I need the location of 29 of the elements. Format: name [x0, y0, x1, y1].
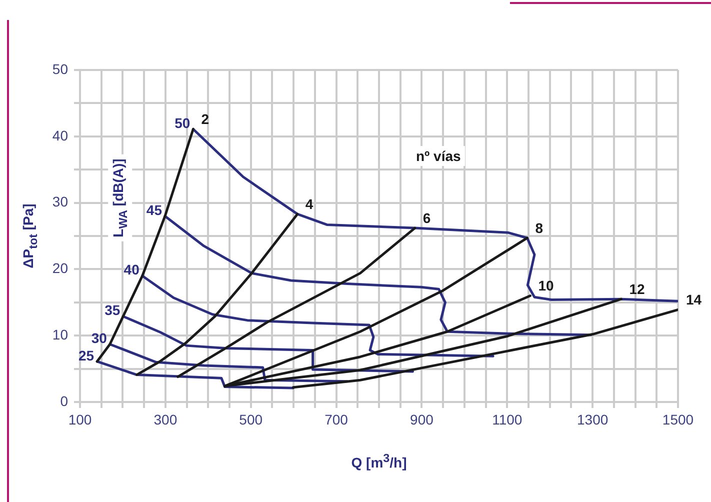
series-label: 30	[91, 330, 108, 346]
x-tick-label: 1500	[662, 411, 694, 428]
series-label: 14	[686, 292, 702, 308]
series-label: 50	[174, 114, 190, 131]
annotation: nº vías	[412, 146, 465, 166]
y-tick-label: 30	[52, 194, 68, 210]
y-tick-label: 40	[52, 127, 68, 144]
y-tick-label: 50	[52, 60, 68, 77]
x-tick-label: 1300	[576, 411, 608, 428]
series-label: 12	[629, 280, 645, 297]
x-tick-label: 700	[324, 411, 348, 428]
series-label: 6	[422, 210, 431, 226]
series-label: 10	[538, 278, 554, 294]
y-tick-label: 20	[52, 260, 68, 276]
x-tick-label: 300	[154, 411, 178, 428]
series-label: 35	[104, 302, 120, 318]
series-label: 4	[305, 196, 314, 212]
x-tick-label: 500	[239, 411, 263, 428]
series-label: 45	[146, 202, 162, 218]
series-label: 2	[201, 110, 210, 127]
y-tick-label: 10	[52, 326, 68, 342]
x-tick-label: 1100	[492, 411, 522, 428]
series-label: 40	[124, 262, 140, 278]
x-tick-label: 900	[410, 411, 434, 428]
x-tick-label: 100	[68, 411, 92, 428]
series-label: 25	[78, 347, 94, 364]
y-tick-label: 0	[60, 392, 68, 409]
x-axis-title: Q [m$^{3}$/h]	[351, 452, 407, 471]
series-label: 8	[535, 220, 544, 236]
